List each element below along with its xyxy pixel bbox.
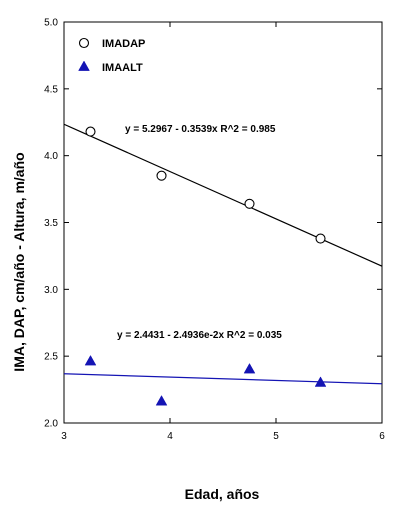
plot-area: 2.0 2.5 3.0 3.5 4.0 4.5 5.0 3 4 5 6 [44, 18, 385, 443]
x-axis-title: Edad, años [185, 486, 260, 502]
trendline-equations: y = 5.2967 - 0.3539x R^2 = 0.985 y = 2.44… [117, 124, 282, 341]
y-tick-label: 2.0 [44, 419, 58, 430]
legend: IMADAP IMAALT [78, 37, 145, 74]
trendlines [63, 123, 383, 385]
x-tick-label: 5 [273, 431, 279, 442]
data-point-imadap [244, 198, 255, 209]
equation-imaalt: y = 2.4431 - 2.4936e-2x R^2 = 0.035 [117, 330, 282, 341]
y-tick-label: 5.0 [44, 18, 58, 29]
data-point-imadap [315, 233, 326, 244]
y-axis-title: IMA, DAP, cm/año - Altura, m/año [11, 152, 27, 371]
legend-symbol-imaalt [78, 60, 90, 71]
y-tick-label: 4.5 [44, 84, 58, 95]
y-tick-label: 2.5 [44, 352, 58, 363]
y-tick-label: 3.5 [44, 218, 58, 229]
x-tick-label: 6 [379, 431, 385, 442]
x-tick-label: 4 [167, 431, 173, 442]
data-point-imaalt [314, 376, 327, 387]
data-point-imaalt [243, 363, 256, 374]
legend-label-imadap: IMADAP [102, 38, 145, 50]
data-point-imaalt [155, 395, 168, 406]
trendline-imaalt [63, 373, 383, 385]
y-tick-label: 4.0 [44, 151, 58, 162]
data-markers [84, 126, 327, 406]
data-point-imadap [156, 170, 167, 181]
data-point-imaalt [84, 355, 97, 366]
plot-frame [63, 21, 383, 424]
data-point-imadap [85, 126, 96, 137]
equation-imadap: y = 5.2967 - 0.3539x R^2 = 0.985 [125, 124, 276, 135]
legend-symbol-imadap [78, 37, 90, 49]
trendline-imadap [63, 123, 383, 267]
y-tick-label: 3.0 [44, 285, 58, 296]
legend-label-imaalt: IMAALT [102, 62, 143, 74]
x-tick-label: 3 [61, 431, 67, 442]
